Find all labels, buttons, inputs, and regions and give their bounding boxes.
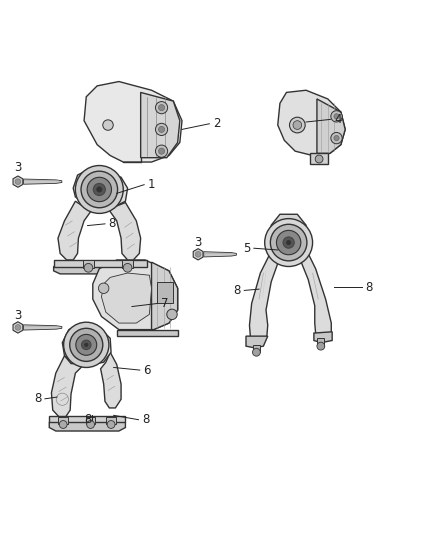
Circle shape: [317, 342, 325, 350]
Polygon shape: [62, 323, 111, 365]
Text: 5: 5: [243, 242, 251, 255]
Circle shape: [334, 135, 339, 141]
Circle shape: [286, 240, 291, 245]
Polygon shape: [13, 176, 23, 187]
Polygon shape: [49, 416, 125, 422]
Circle shape: [331, 133, 342, 144]
Polygon shape: [122, 260, 133, 268]
Circle shape: [85, 343, 88, 346]
Text: 2: 2: [213, 117, 220, 130]
Polygon shape: [311, 154, 328, 164]
Circle shape: [293, 120, 302, 130]
Polygon shape: [101, 352, 121, 408]
Circle shape: [123, 263, 132, 272]
Text: 8: 8: [85, 413, 92, 426]
Circle shape: [167, 309, 177, 320]
Polygon shape: [204, 252, 237, 257]
Polygon shape: [106, 417, 116, 424]
Circle shape: [195, 252, 201, 257]
Polygon shape: [250, 247, 282, 341]
Polygon shape: [58, 201, 93, 260]
Polygon shape: [93, 260, 178, 329]
Text: 8: 8: [109, 217, 116, 230]
Polygon shape: [246, 336, 268, 348]
Circle shape: [75, 166, 123, 213]
Circle shape: [76, 334, 97, 356]
Circle shape: [290, 117, 305, 133]
Polygon shape: [193, 249, 203, 260]
Circle shape: [87, 421, 95, 429]
Circle shape: [155, 102, 168, 114]
Polygon shape: [24, 179, 62, 184]
Polygon shape: [51, 356, 84, 417]
Polygon shape: [297, 245, 331, 338]
Circle shape: [107, 421, 115, 429]
Circle shape: [64, 322, 109, 367]
Polygon shape: [317, 99, 345, 154]
Polygon shape: [86, 417, 95, 424]
Polygon shape: [317, 338, 324, 346]
Text: 3: 3: [194, 236, 202, 249]
Polygon shape: [58, 417, 68, 424]
Circle shape: [253, 349, 260, 356]
Circle shape: [270, 224, 307, 261]
Text: 8: 8: [142, 413, 149, 426]
Circle shape: [70, 328, 103, 361]
Polygon shape: [73, 169, 127, 208]
Circle shape: [81, 171, 117, 208]
Text: 8: 8: [365, 281, 373, 294]
Polygon shape: [84, 82, 182, 162]
Polygon shape: [253, 345, 260, 352]
Polygon shape: [141, 92, 180, 158]
Circle shape: [15, 179, 21, 184]
Circle shape: [15, 325, 21, 330]
Circle shape: [84, 263, 93, 272]
Circle shape: [93, 183, 106, 196]
Text: 1: 1: [148, 178, 155, 191]
Circle shape: [276, 230, 301, 255]
Circle shape: [87, 177, 112, 201]
Text: 7: 7: [161, 297, 168, 310]
Circle shape: [331, 111, 342, 122]
Circle shape: [97, 187, 102, 192]
Text: 6: 6: [143, 364, 151, 377]
Text: 3: 3: [14, 161, 21, 174]
Circle shape: [315, 155, 323, 163]
Polygon shape: [53, 266, 147, 274]
Circle shape: [334, 114, 339, 119]
Polygon shape: [102, 273, 152, 323]
Circle shape: [159, 126, 165, 133]
Polygon shape: [314, 332, 332, 343]
Polygon shape: [157, 282, 173, 303]
Polygon shape: [152, 262, 178, 329]
Text: 8: 8: [34, 392, 42, 405]
Text: 8: 8: [233, 284, 241, 297]
Circle shape: [81, 340, 91, 350]
Polygon shape: [24, 325, 62, 330]
Polygon shape: [13, 322, 23, 333]
Circle shape: [59, 421, 67, 429]
Text: 3: 3: [14, 309, 21, 322]
Polygon shape: [117, 329, 178, 336]
Circle shape: [99, 283, 109, 294]
Circle shape: [159, 148, 165, 154]
Circle shape: [155, 123, 168, 135]
Polygon shape: [49, 422, 125, 431]
Text: 4: 4: [334, 113, 341, 126]
Circle shape: [283, 237, 294, 248]
Circle shape: [155, 145, 168, 157]
Polygon shape: [278, 90, 345, 156]
Polygon shape: [269, 214, 308, 238]
Circle shape: [159, 104, 165, 111]
Circle shape: [103, 120, 113, 130]
Polygon shape: [108, 203, 141, 260]
Polygon shape: [53, 260, 147, 266]
Polygon shape: [83, 260, 94, 268]
Circle shape: [265, 219, 313, 266]
